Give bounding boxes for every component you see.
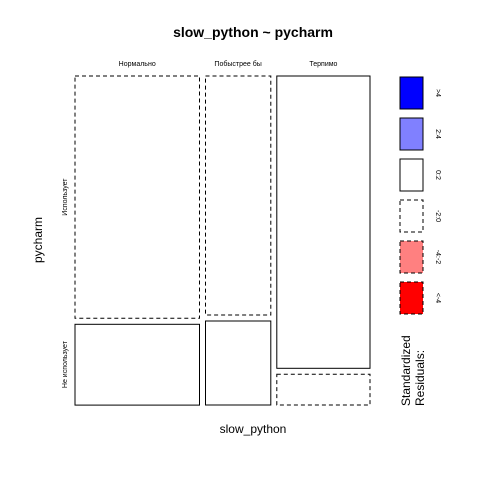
mosaic-cell-побыстрее-бы-не-использует: [205, 320, 272, 406]
legend-swatch-4: [399, 240, 424, 274]
y-tick-label-использует: Использует: [62, 178, 69, 216]
mosaic-cell-нормально-не-использует: [74, 323, 200, 406]
mosaic-cell-терпимо-использует: [276, 75, 371, 369]
legend-swatch-2: [399, 158, 424, 192]
x-tick-label-терпимо: Терпимо: [309, 61, 337, 68]
legend-swatch-3: [399, 199, 424, 233]
x-tick-labels: Нормально Побыстрее бы Терпимо: [119, 60, 338, 68]
y-axis-label: pycharm: [31, 217, 45, 263]
mosaic-cell-терпимо-не-использует: [276, 373, 371, 406]
mosaic-cell-нормально-использует: [74, 75, 200, 319]
mosaic-cells: [74, 75, 371, 406]
legend-title-line-0: Standardized: [399, 335, 413, 406]
legend-label-5: <-4: [434, 293, 441, 303]
mosaic-cell-побыстрее-бы-использует: [205, 75, 272, 316]
y-tick-labels: Использует Не использует: [62, 178, 69, 388]
legend-label-4: -4:-2: [434, 250, 441, 265]
legend: >4 2:4 0:2 -2:0 -4:-2 <-4 Standardized Residual…: [399, 76, 441, 406]
legend-label-3: -2:0: [434, 210, 441, 222]
x-axis-label: slow_python: [220, 422, 287, 436]
legend-swatch-5: [399, 281, 424, 315]
legend-label-2: 0:2: [434, 170, 441, 180]
x-tick-label-побыстрее-бы: Побыстрее бы: [214, 60, 261, 68]
legend-label-0: >4: [434, 89, 441, 97]
legend-swatch-0: [399, 76, 424, 110]
x-tick-label-нормально: Нормально: [119, 61, 156, 68]
chart-title: slow_python ~ pycharm: [173, 24, 333, 40]
y-tick-label-не-использует: Не использует: [62, 340, 69, 388]
legend-swatch-1: [399, 117, 424, 151]
legend-title-line-1: Residuals:: [413, 350, 427, 406]
legend-label-1: 2:4: [434, 129, 441, 139]
